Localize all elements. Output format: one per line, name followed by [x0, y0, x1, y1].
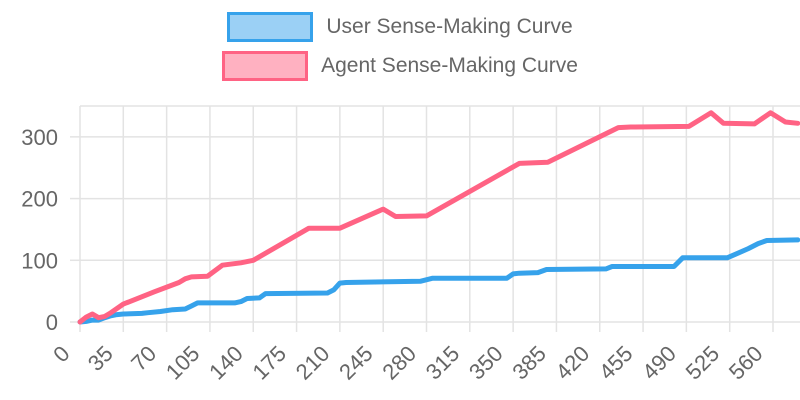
agent-curve-line	[77, 110, 800, 325]
x-tick-label: 35	[83, 341, 118, 376]
y-tick-label: 0	[46, 310, 58, 335]
x-tick-label: 490	[637, 341, 681, 385]
x-tick-label: 140	[204, 341, 248, 385]
legend-swatch-agent	[222, 51, 309, 81]
x-tick-label: 350	[464, 341, 508, 385]
y-tick-label: 200	[21, 187, 58, 212]
x-tick-label: 245	[334, 341, 378, 385]
chart-legend: User Sense-Making Curve Agent Sense-Maki…	[0, 12, 800, 81]
x-tick-label: 315	[421, 341, 465, 385]
x-tick-label: 560	[724, 341, 768, 385]
legend-label-agent: Agent Sense-Making Curve	[321, 54, 578, 78]
legend-item-user-curve[interactable]: User Sense-Making Curve	[227, 12, 573, 42]
legend-item-agent-curve[interactable]: Agent Sense-Making Curve	[222, 51, 578, 81]
legend-swatch-user	[227, 12, 314, 42]
x-tick-label: 210	[291, 341, 335, 385]
y-tick-label: 300	[21, 125, 58, 150]
x-tick-label: 0	[48, 341, 74, 367]
x-tick-label: 385	[507, 341, 551, 385]
x-tick-label: 455	[594, 341, 638, 385]
x-tick-label: 175	[247, 341, 291, 385]
y-tick-label: 100	[21, 248, 58, 273]
x-tick-label: 280	[377, 341, 421, 385]
x-tick-label: 105	[161, 341, 205, 385]
user-curve-line	[77, 237, 800, 325]
x-tick-label: 525	[681, 341, 725, 385]
x-tick-label: 420	[551, 341, 595, 385]
legend-label-user: User Sense-Making Curve	[326, 15, 573, 39]
x-tick-label: 70	[126, 341, 161, 376]
